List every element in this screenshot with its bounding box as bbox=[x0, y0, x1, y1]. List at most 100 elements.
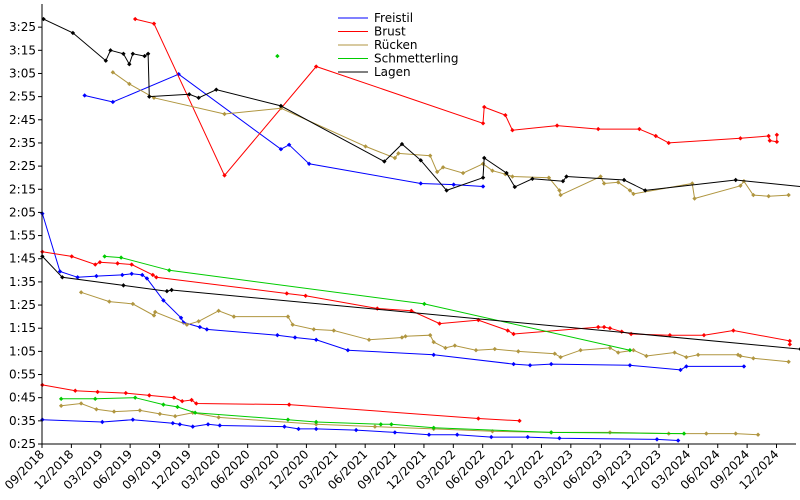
data-point bbox=[431, 352, 436, 358]
data-point bbox=[403, 334, 408, 339]
data-point bbox=[285, 314, 291, 319]
data-point bbox=[152, 309, 158, 315]
data-point bbox=[150, 272, 156, 278]
data-point bbox=[452, 343, 458, 348]
data-point bbox=[511, 361, 516, 367]
data-point bbox=[78, 290, 84, 295]
data-point bbox=[95, 389, 100, 395]
data-point bbox=[157, 411, 163, 417]
data-point bbox=[82, 93, 87, 98]
data-point bbox=[490, 168, 495, 173]
legend-label: Schmetterling bbox=[374, 52, 459, 66]
series-freistil-0 bbox=[82, 71, 486, 189]
data-point bbox=[306, 161, 312, 166]
data-point bbox=[73, 388, 78, 393]
data-point bbox=[278, 106, 284, 111]
data-point bbox=[389, 422, 394, 427]
data-point bbox=[313, 337, 319, 342]
data-point bbox=[282, 424, 287, 429]
data-point bbox=[194, 401, 199, 406]
data-point bbox=[129, 262, 134, 267]
series-freistil-5 bbox=[40, 211, 747, 373]
y-tick-label: 1:25 bbox=[9, 298, 36, 312]
series-lagen-4 bbox=[41, 16, 800, 193]
data-point bbox=[132, 395, 138, 400]
y-tick-label: 2:35 bbox=[9, 136, 36, 150]
data-point bbox=[110, 99, 116, 105]
data-point bbox=[431, 339, 436, 345]
legend-item-brust: Brust bbox=[338, 25, 406, 39]
data-point bbox=[196, 95, 201, 100]
data-point bbox=[123, 390, 128, 396]
data-point bbox=[292, 335, 298, 340]
data-point bbox=[557, 188, 562, 193]
legend-label: Lagen bbox=[374, 65, 411, 79]
data-point bbox=[154, 275, 159, 280]
data-point bbox=[527, 363, 533, 368]
data-point bbox=[431, 425, 436, 430]
data-point bbox=[366, 337, 372, 342]
legend-label: Brust bbox=[374, 25, 406, 39]
data-point bbox=[558, 354, 563, 360]
data-point bbox=[735, 352, 741, 358]
data-point bbox=[557, 436, 562, 441]
data-point bbox=[607, 430, 613, 435]
data-point bbox=[179, 398, 185, 404]
data-point bbox=[607, 345, 613, 351]
data-point bbox=[766, 133, 771, 139]
data-point bbox=[120, 272, 125, 278]
data-point bbox=[290, 322, 295, 327]
data-point bbox=[189, 397, 194, 403]
y-tick-label: 2:25 bbox=[9, 159, 36, 173]
data-point bbox=[175, 404, 180, 410]
data-point bbox=[187, 92, 192, 97]
data-point bbox=[164, 288, 170, 294]
data-point bbox=[118, 255, 124, 260]
data-point bbox=[558, 192, 563, 198]
data-point bbox=[437, 321, 442, 326]
series-layer bbox=[40, 16, 800, 443]
data-point bbox=[130, 417, 136, 422]
data-point bbox=[93, 262, 98, 267]
data-point bbox=[130, 51, 136, 56]
data-point bbox=[94, 407, 99, 412]
data-point bbox=[427, 332, 433, 338]
data-point bbox=[480, 184, 486, 189]
y-tick-label: 0:35 bbox=[9, 414, 36, 428]
data-point bbox=[102, 254, 107, 259]
data-point bbox=[121, 283, 126, 288]
data-point bbox=[480, 175, 486, 180]
data-point bbox=[427, 153, 433, 158]
data-point bbox=[127, 62, 132, 67]
series-brust-1 bbox=[132, 16, 780, 178]
y-tick-label: 2:45 bbox=[9, 113, 36, 127]
data-point bbox=[678, 367, 683, 373]
y-tick-label: 2:05 bbox=[9, 205, 36, 219]
data-point bbox=[510, 128, 515, 133]
data-point bbox=[607, 326, 613, 331]
data-point bbox=[129, 271, 134, 276]
data-point bbox=[137, 408, 143, 413]
series-schmetterling-13 bbox=[58, 395, 687, 436]
data-point bbox=[482, 104, 487, 110]
data-point bbox=[392, 430, 398, 435]
legend-item-schmetterling: Schmetterling bbox=[338, 52, 459, 66]
series-line bbox=[42, 256, 800, 350]
legend-label: Freistil bbox=[374, 11, 413, 25]
data-point bbox=[303, 293, 308, 298]
data-point bbox=[97, 260, 103, 265]
data-point bbox=[637, 126, 642, 132]
data-point bbox=[184, 322, 190, 327]
legend-label: Rücken bbox=[374, 38, 418, 52]
data-point bbox=[786, 192, 791, 198]
data-point bbox=[733, 431, 738, 436]
data-point bbox=[275, 53, 280, 59]
legend-item-lagen: Lagen bbox=[338, 65, 411, 79]
data-point bbox=[690, 181, 695, 186]
data-point bbox=[192, 410, 198, 415]
series-brust-11 bbox=[40, 382, 522, 424]
series-ruecken-7 bbox=[78, 290, 791, 364]
data-point bbox=[100, 419, 105, 425]
data-point bbox=[552, 351, 557, 356]
data-point bbox=[110, 70, 116, 75]
